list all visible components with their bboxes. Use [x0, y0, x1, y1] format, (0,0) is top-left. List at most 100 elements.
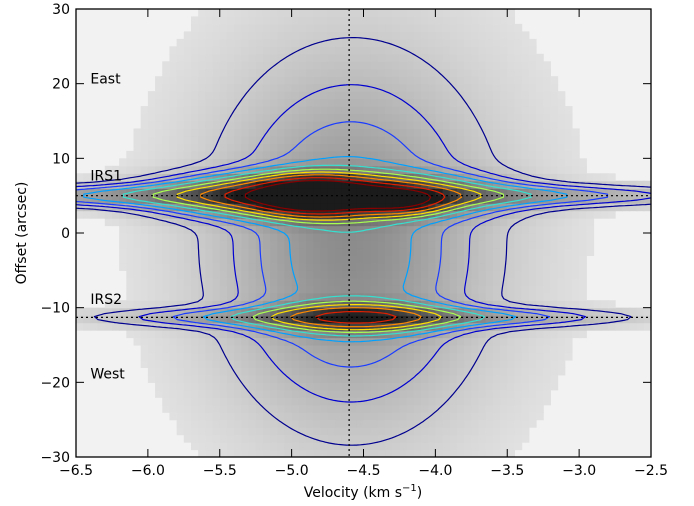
- heatmap-cell: [485, 382, 494, 391]
- heatmap-cell: [183, 91, 192, 100]
- heatmap-cell: [356, 31, 365, 40]
- heatmap-cell: [248, 46, 257, 55]
- heatmap-cell: [341, 352, 350, 361]
- heatmap-cell: [385, 16, 393, 25]
- heatmap-cell: [147, 247, 156, 256]
- heatmap-cell: [291, 233, 300, 242]
- heatmap-cell: [169, 233, 178, 242]
- heatmap-cell: [363, 31, 372, 40]
- heatmap-cell: [104, 307, 113, 316]
- heatmap-cell: [500, 262, 508, 271]
- heatmap-cell: [370, 404, 379, 413]
- heatmap-cell: [456, 240, 465, 249]
- heatmap-cell: [449, 315, 458, 324]
- heatmap-cell: [313, 203, 321, 212]
- heatmap-cell: [298, 322, 307, 331]
- heatmap-cell: [212, 337, 221, 346]
- heatmap-cell: [449, 374, 458, 383]
- heatmap-cell: [377, 158, 386, 167]
- heatmap-cell: [284, 240, 293, 249]
- heatmap-cell: [428, 46, 436, 55]
- heatmap-cell: [126, 307, 135, 316]
- heatmap-cell: [507, 150, 516, 159]
- heatmap-cell: [442, 135, 451, 144]
- contour-level-4: [83, 156, 568, 343]
- heatmap-cell: [349, 76, 357, 85]
- heatmap-cell: [205, 180, 214, 189]
- heatmap-cell: [262, 53, 271, 62]
- heatmap-cell: [248, 389, 257, 398]
- heatmap-cell: [363, 315, 372, 324]
- heatmap-cell: [284, 98, 293, 107]
- heatmap-cell: [406, 404, 415, 413]
- heatmap-cell: [586, 188, 595, 197]
- heatmap-cell: [392, 121, 401, 130]
- heatmap-cell: [234, 165, 242, 174]
- heatmap-cell: [219, 106, 228, 115]
- heatmap-cell: [456, 307, 465, 316]
- heatmap-cell: [205, 23, 214, 32]
- heatmap-cell: [471, 83, 480, 92]
- heatmap-cell: [413, 277, 422, 286]
- heatmap-cell: [528, 270, 537, 279]
- heatmap-cell: [83, 315, 91, 324]
- heatmap-cell: [428, 76, 436, 85]
- heatmap-cell: [471, 38, 480, 47]
- heatmap-cell: [507, 180, 516, 189]
- heatmap-cell: [385, 270, 393, 279]
- heatmap-cell: [514, 292, 523, 301]
- heatmap-cell: [392, 68, 401, 77]
- heatmap-cell: [198, 434, 206, 443]
- heatmap-cell: [507, 345, 516, 354]
- heatmap-cell: [528, 419, 537, 428]
- heatmap-cell: [255, 449, 264, 457]
- heatmap-cell: [241, 61, 250, 70]
- heatmap-cell: [198, 315, 206, 324]
- heatmap-cell: [320, 352, 329, 361]
- heatmap-cell: [478, 337, 487, 346]
- heatmap-cell: [205, 98, 214, 107]
- heatmap-cell: [349, 31, 357, 40]
- heatmap-cell: [133, 165, 142, 174]
- heatmap-cell: [270, 397, 278, 406]
- heatmap-cell: [536, 83, 544, 92]
- heatmap-cell: [76, 322, 84, 331]
- heatmap-cell: [291, 9, 300, 18]
- heatmap-cell: [241, 38, 250, 47]
- heatmap-cell: [270, 233, 278, 242]
- heatmap-cell: [586, 322, 595, 331]
- heatmap-cell: [277, 128, 286, 137]
- heatmap-cell: [356, 434, 365, 443]
- heatmap-cell: [191, 38, 199, 47]
- heatmap-cell: [291, 203, 300, 212]
- heatmap-cell: [255, 113, 264, 122]
- heatmap-cell: [298, 233, 307, 242]
- heatmap-cell: [571, 158, 580, 167]
- heatmap-cell: [464, 38, 472, 47]
- heatmap-cell: [212, 419, 221, 428]
- heatmap-cell: [341, 143, 350, 152]
- heatmap-cell: [464, 352, 472, 361]
- heatmap-cell: [306, 345, 314, 354]
- heatmap-cell: [162, 352, 171, 361]
- heatmap-cell: [363, 46, 372, 55]
- heatmap-cell: [83, 195, 91, 204]
- heatmap-cell: [428, 352, 436, 361]
- heatmap-cell: [291, 106, 300, 115]
- heatmap-cell: [514, 285, 523, 294]
- heatmap-cell: [255, 427, 264, 436]
- heatmap-cell: [176, 83, 185, 92]
- heatmap-cell: [255, 61, 264, 70]
- heatmap-cell: [349, 38, 357, 47]
- heatmap-cell: [478, 61, 487, 70]
- heatmap-cell: [140, 330, 149, 339]
- heatmap-cell: [406, 397, 415, 406]
- heatmap-cell: [270, 106, 278, 115]
- heatmap-cell: [291, 397, 300, 406]
- heatmap-cell: [334, 240, 343, 249]
- heatmap-cell: [492, 315, 501, 324]
- heatmap-cell: [198, 188, 206, 197]
- heatmap-cell: [579, 300, 587, 309]
- heatmap-cell: [306, 61, 314, 70]
- heatmap-cell: [492, 427, 501, 436]
